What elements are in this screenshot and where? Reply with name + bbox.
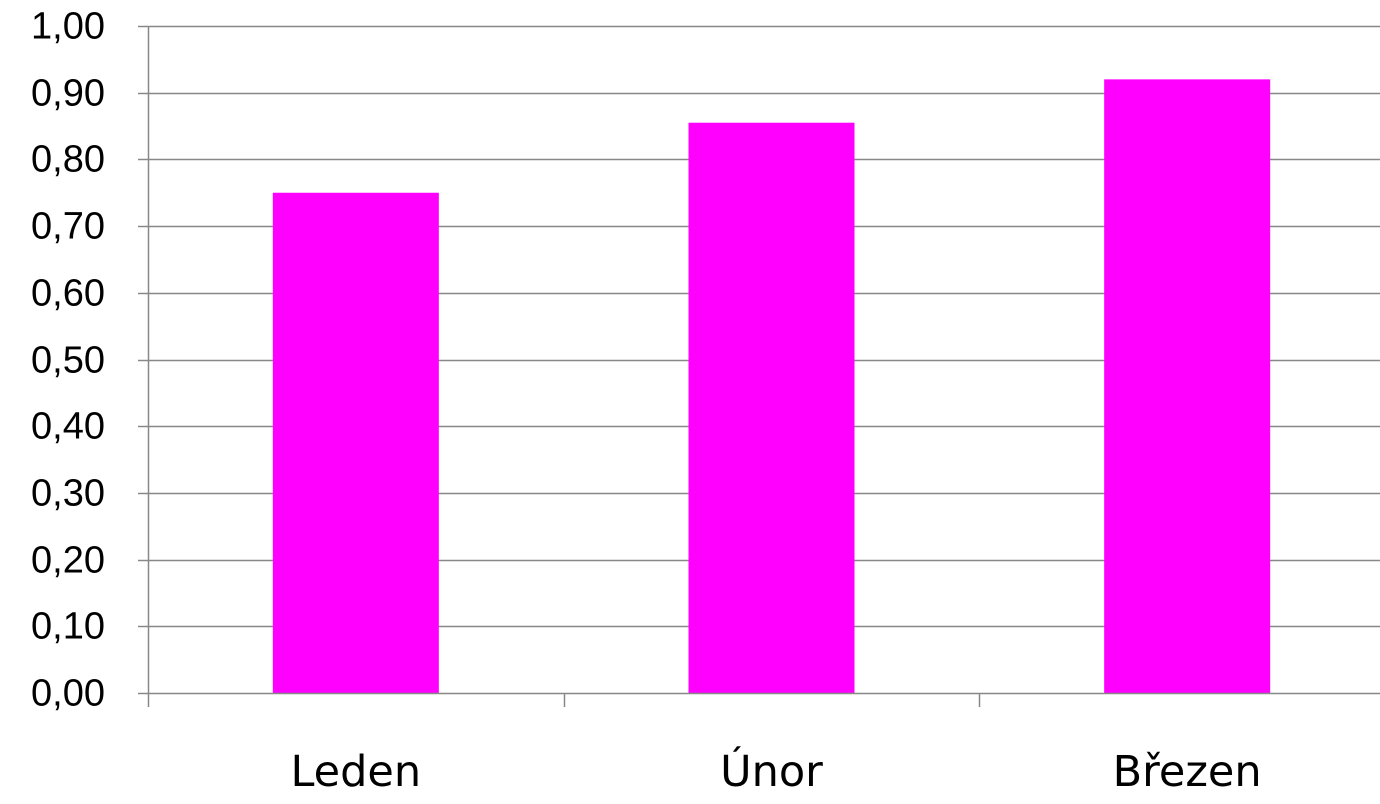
y-tick-label: 0,60 <box>31 273 105 315</box>
y-tick-label: 0,30 <box>31 473 105 515</box>
x-tick-label: Březen <box>1113 747 1262 797</box>
tick-labels: 0,00 0,10 0,20 0,30 0,40 0,50 0,60 0,70 0,80 0,90… <box>31 6 1262 798</box>
bar-březen <box>1104 79 1271 694</box>
bar-leden <box>272 192 439 693</box>
x-tick-label: Únor <box>720 746 823 797</box>
y-tick-label: 0,90 <box>31 73 105 115</box>
y-tick-label: 0,50 <box>31 340 105 382</box>
x-tick-label: Leden <box>290 747 421 797</box>
y-tick-label: 0,80 <box>31 139 105 181</box>
y-tick-label: 0,70 <box>31 206 105 248</box>
y-tick-label: 0,40 <box>31 406 105 448</box>
bar-únor <box>688 122 855 694</box>
axes <box>138 25 1380 707</box>
y-tick-label: 1,00 <box>31 6 105 48</box>
bars <box>272 79 1271 694</box>
y-tick-label: 0,20 <box>31 540 105 582</box>
y-tick-label: 0,00 <box>31 673 105 715</box>
y-tick-label: 0,10 <box>31 606 105 648</box>
